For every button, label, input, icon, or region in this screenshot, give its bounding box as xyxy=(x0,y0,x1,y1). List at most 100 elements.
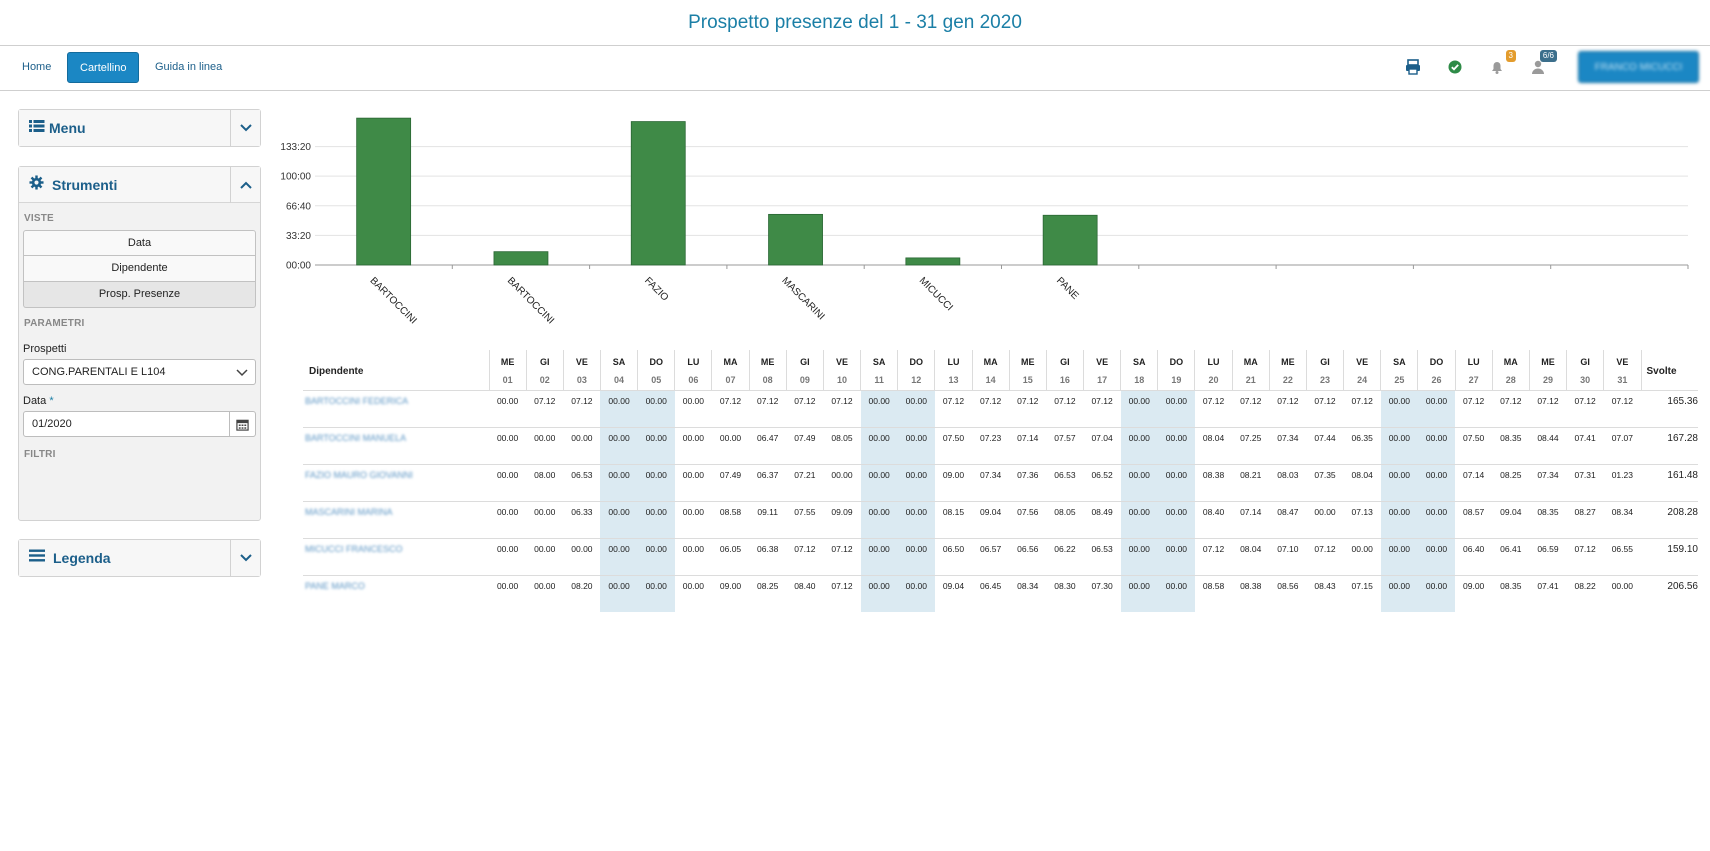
total-cell: 208.28 xyxy=(1641,500,1698,538)
hours-cell: 08.04 xyxy=(1194,426,1233,464)
hours-cell: 08.00 xyxy=(526,463,564,501)
hours-cell: 00.00 xyxy=(711,426,750,464)
employee-name-link[interactable]: PANE MARCO xyxy=(303,574,489,612)
user-icon[interactable]: 6/6 xyxy=(1529,50,1557,78)
employee-name-link[interactable]: BARTOCCINI FEDERICA xyxy=(303,389,489,427)
employee-name-link[interactable]: MASCARINI MARINA xyxy=(303,500,489,538)
hours-cell: 06.33 xyxy=(563,500,601,538)
bar-bartoccini-0[interactable] xyxy=(356,117,412,266)
hours-cell: 09.00 xyxy=(934,463,973,501)
hours-cell: 07.14 xyxy=(1455,463,1493,501)
bell-icon[interactable]: 3 xyxy=(1488,50,1516,78)
hours-cell: 00.00 xyxy=(897,500,935,538)
nav-home[interactable]: Home xyxy=(22,61,52,73)
print-icon[interactable] xyxy=(1404,58,1424,78)
hours-cell: 00.00 xyxy=(1380,389,1418,427)
nav-cartellino[interactable]: Cartellino xyxy=(67,52,140,83)
hours-cell: 08.04 xyxy=(1343,463,1381,501)
hours-cell: 08.30 xyxy=(1046,574,1084,612)
hours-cell: 00.00 xyxy=(563,426,601,464)
hours-cell: 07.49 xyxy=(786,426,824,464)
hours-cell: 08.35 xyxy=(1529,500,1567,538)
data-input-value: 01/2020 xyxy=(32,418,72,430)
bars-icon xyxy=(29,549,45,567)
hours-cell: 08.40 xyxy=(786,574,824,612)
calendar-icon[interactable] xyxy=(229,412,255,436)
hours-cell: 00.00 xyxy=(637,574,675,612)
hours-cell: 00.00 xyxy=(674,574,712,612)
hours-cell: 07.12 xyxy=(1046,389,1084,427)
total-cell: 161.48 xyxy=(1641,463,1698,501)
tools-panel: Strumenti VISTE Data Dipendente Prosp. P… xyxy=(18,166,261,521)
chevron-down-icon[interactable] xyxy=(230,540,260,576)
bar-bartoccini-1[interactable] xyxy=(493,251,549,266)
hours-cell: 07.12 xyxy=(1009,389,1047,427)
nav-guida-in-linea[interactable]: Guida in linea xyxy=(155,61,223,73)
view-prosp-presenze-button[interactable]: Prosp. Presenze xyxy=(23,282,256,308)
header-weekday: DO xyxy=(1157,350,1195,370)
header-weekday: LU xyxy=(674,350,712,370)
prospetti-select[interactable]: CONG.PARENTALI E L104 xyxy=(23,359,256,385)
hours-cell: 01.23 xyxy=(1603,463,1641,501)
header-weekday: GI xyxy=(525,350,564,370)
bar-fazio-2[interactable] xyxy=(630,121,686,266)
x-category-label: BARTOCCINI xyxy=(505,275,556,326)
hours-cell: 08.35 xyxy=(1492,426,1530,464)
hours-cell: 08.25 xyxy=(1492,463,1530,501)
hours-cell: 07.07 xyxy=(1603,426,1641,464)
hours-cell: 08.05 xyxy=(823,426,861,464)
hours-cell: 06.22 xyxy=(1046,537,1084,575)
hours-cell: 08.35 xyxy=(1492,574,1530,612)
table-row: MASCARINI MARINA 00.00 00.00 06.33 00.00 00.0… xyxy=(303,500,1698,538)
employee-name-link[interactable]: FAZIO MAURO GIOVANNI xyxy=(303,463,489,501)
header-daynum: 17 xyxy=(1082,370,1121,390)
hours-cell: 08.57 xyxy=(1455,500,1493,538)
view-dipendente-button[interactable]: Dipendente xyxy=(23,256,256,282)
tools-panel-header[interactable]: Strumenti xyxy=(19,166,260,203)
chevron-down-icon[interactable] xyxy=(230,110,260,146)
employee-name-link[interactable]: MICUCCI FRANCESCO xyxy=(303,537,489,575)
hours-cell: 07.12 xyxy=(1492,389,1530,427)
hours-cell: 00.00 xyxy=(637,537,675,575)
hours-cell: 00.00 xyxy=(1380,537,1418,575)
view-data-button[interactable]: Data xyxy=(23,230,256,256)
hours-cell: 06.38 xyxy=(749,537,787,575)
y-tick-label: 33:20 xyxy=(286,231,311,242)
page-header: Prospetto presenze del 1 - 31 gen 2020 xyxy=(0,0,1710,46)
menu-panel-header[interactable]: Menu xyxy=(19,110,260,146)
user-menu-button[interactable]: FRANCO MICUCCI xyxy=(1578,51,1699,83)
header-daynum: 21 xyxy=(1231,370,1270,390)
bar-micucci-4[interactable] xyxy=(905,257,961,266)
hours-cell: 00.00 xyxy=(1306,500,1344,538)
header-daynum: 09 xyxy=(785,370,824,390)
chevron-up-icon[interactable] xyxy=(230,166,260,203)
legend-panel-header[interactable]: Legenda xyxy=(19,540,260,576)
bar-pane-5[interactable] xyxy=(1042,214,1098,266)
hours-cell: 08.04 xyxy=(1232,537,1270,575)
hours-cell: 07.12 xyxy=(1566,537,1604,575)
top-navbar: Home Cartellino Guida in linea 3 6/6 FRA… xyxy=(0,46,1710,91)
notification-badge: 3 xyxy=(1505,50,1516,62)
hours-cell: 07.12 xyxy=(1566,389,1604,427)
header-daynum: 18 xyxy=(1120,370,1158,390)
x-category-label: MASCARINI xyxy=(779,275,826,322)
presence-bar-chart: 00:00 33:20 66:40 100:00 133:20 BARTOCCINI BAR… xyxy=(280,117,1689,326)
header-weekday: SA xyxy=(860,350,898,370)
list-icon xyxy=(29,119,45,138)
hours-cell: 08.44 xyxy=(1529,426,1567,464)
data-input[interactable]: 01/2020 xyxy=(23,411,256,437)
hours-cell: 06.59 xyxy=(1529,537,1567,575)
hours-cell: 00.00 xyxy=(674,500,712,538)
hours-cell: 00.00 xyxy=(1417,463,1456,501)
check-circle-icon[interactable] xyxy=(1446,58,1466,78)
required-marker: * xyxy=(49,395,54,407)
hours-cell: 00.00 xyxy=(674,463,712,501)
hours-cell: 09.00 xyxy=(1455,574,1493,612)
hours-cell: 09.04 xyxy=(972,500,1010,538)
hours-cell: 00.00 xyxy=(600,426,638,464)
hours-cell: 07.12 xyxy=(823,574,861,612)
header-weekday: LU xyxy=(1194,350,1233,370)
header-daynum: 14 xyxy=(971,370,1010,390)
bar-mascarini-3[interactable] xyxy=(768,213,823,266)
employee-name-link[interactable]: BARTOCCINI MANUELA xyxy=(303,426,489,464)
